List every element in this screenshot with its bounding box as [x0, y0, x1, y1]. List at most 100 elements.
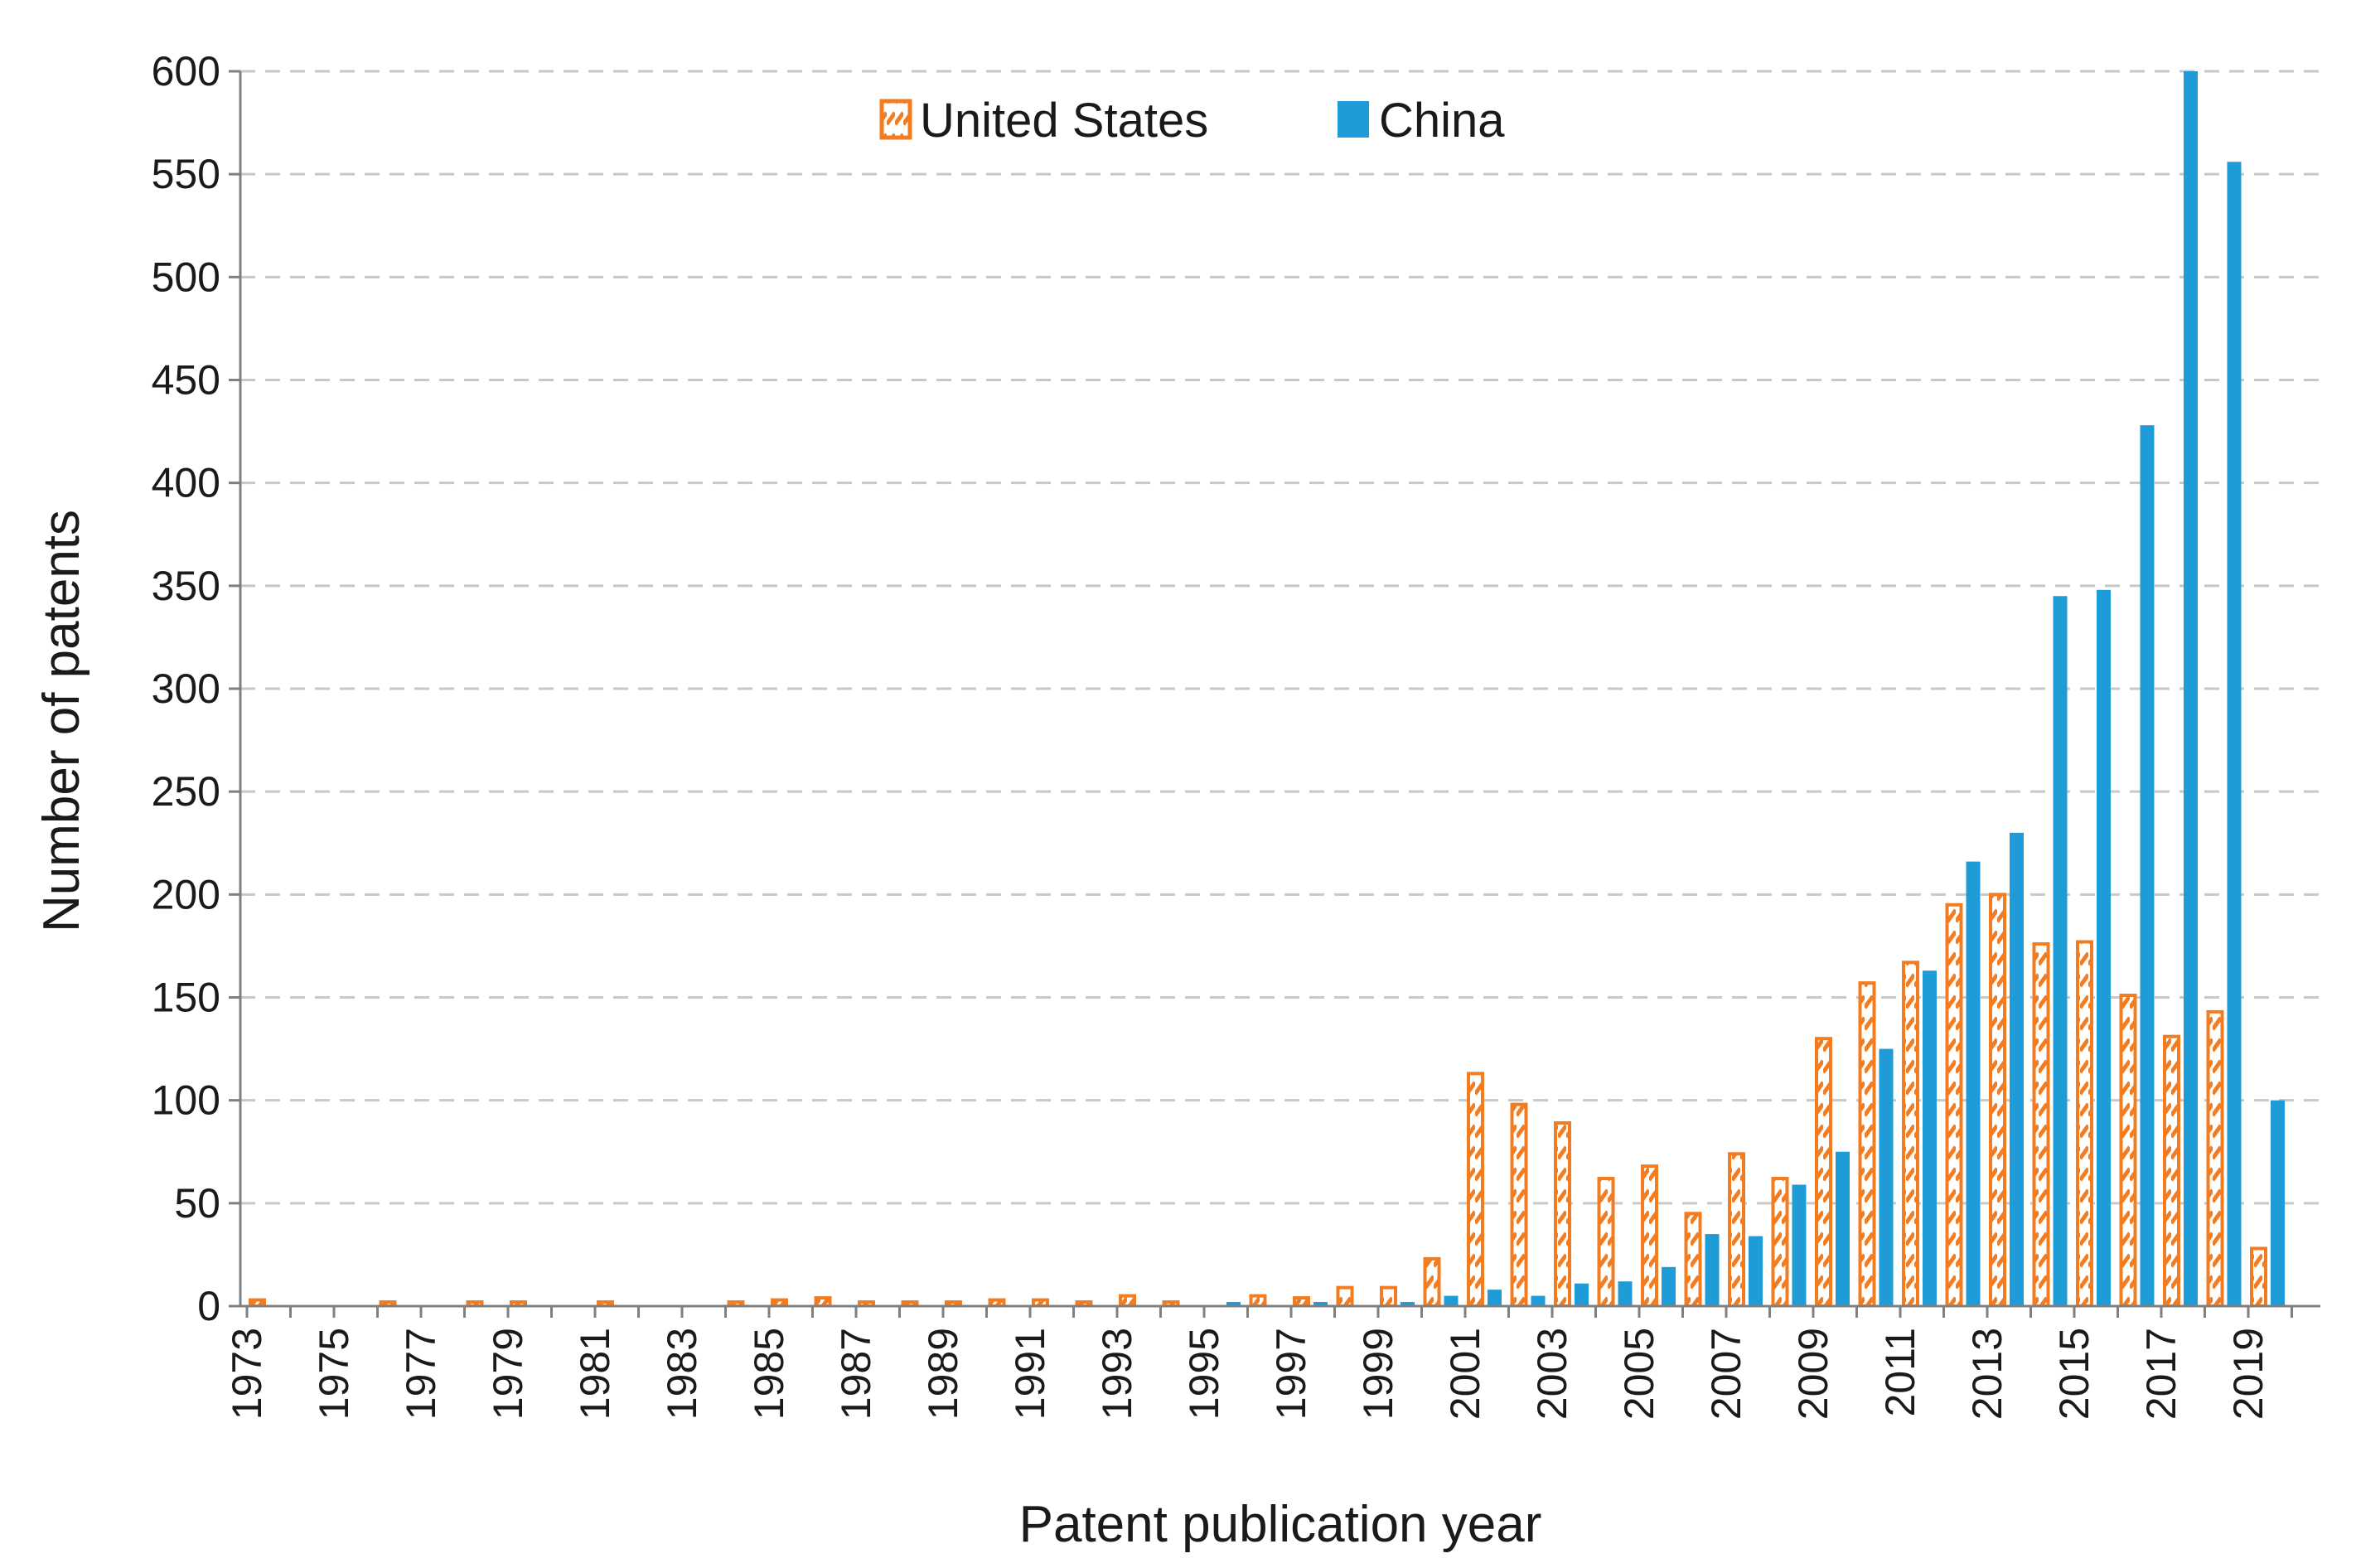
bar-united-states-1985 [771, 1298, 788, 1306]
bar-china-2002 [1531, 1295, 1546, 1306]
bar-united-states-2009 [1815, 1037, 1832, 1306]
y-tick-label: 600 [152, 48, 220, 94]
y-tick-label: 500 [152, 254, 220, 300]
bar-united-states-2000 [1423, 1256, 1441, 1306]
x-tick-label: 1977 [398, 1328, 444, 1420]
x-tick-label: 1975 [311, 1328, 357, 1420]
bar-china-2019 [2271, 1100, 2285, 1306]
bar-united-states-2001 [1467, 1072, 1484, 1306]
y-tick-label: 100 [152, 1077, 220, 1124]
bar-united-states-2015 [2076, 940, 2093, 1306]
legend-swatch-united-states [879, 99, 912, 140]
x-axis-title: Patent publication year [1019, 1496, 1542, 1553]
legend-label-china: China [1379, 94, 1505, 148]
gridlines [240, 70, 2320, 1205]
bar-china-2012 [1966, 861, 1981, 1306]
y-tick-label: 150 [152, 975, 220, 1021]
bar-united-states-2017 [2163, 1034, 2180, 1306]
bar-china-1997 [1313, 1302, 1328, 1306]
bar-united-states-1996 [1249, 1294, 1267, 1306]
bar-china-2014 [2053, 596, 2068, 1306]
x-tick-label: 1983 [659, 1328, 705, 1420]
x-tick-label: 1991 [1007, 1328, 1053, 1420]
x-tick-label: 2007 [1703, 1328, 1749, 1420]
x-tick-label: 1973 [224, 1328, 270, 1420]
y-tick-label: 200 [152, 871, 220, 917]
bar-united-states-2012 [1945, 903, 1963, 1306]
bar-united-states-2007 [1728, 1152, 1745, 1306]
x-tick-label: 1997 [1268, 1328, 1314, 1420]
bar-china-2016 [2140, 425, 2155, 1306]
bar-united-states-2019 [2250, 1246, 2267, 1306]
legend-swatch-china [1338, 101, 1369, 138]
bar-united-states-2013 [1989, 893, 2006, 1306]
x-tick-label: 2009 [1790, 1328, 1836, 1420]
y-tick-label: 350 [152, 563, 220, 609]
bar-china-2007 [1749, 1236, 1763, 1306]
y-tick-label: 400 [152, 460, 220, 506]
x-tick-label: 1985 [746, 1328, 792, 1420]
bar-united-states-1991 [1032, 1298, 1049, 1306]
bar-china-2005 [1662, 1266, 1676, 1306]
bar-china-2017 [2184, 71, 2198, 1306]
x-tick-label: 1979 [485, 1328, 531, 1420]
bar-united-states-1998 [1336, 1285, 1354, 1306]
bar-united-states-2006 [1684, 1212, 1702, 1306]
bar-united-states-2018 [2206, 1009, 2224, 1306]
bar-china-2011 [1923, 970, 1937, 1306]
x-tick-label: 1993 [1094, 1328, 1140, 1420]
x-tick-label: 2001 [1442, 1328, 1488, 1420]
y-axis-title: Number of patents [33, 510, 90, 932]
bar-china-2013 [2010, 832, 2024, 1306]
bar-united-states-1993 [1119, 1294, 1136, 1306]
x-tick-label: 2019 [2225, 1328, 2271, 1420]
bar-china-2015 [2097, 589, 2111, 1306]
x-tick-label: 1995 [1181, 1328, 1227, 1420]
bar-united-states-1990 [988, 1298, 1006, 1306]
y-tick-label: 550 [152, 151, 220, 197]
bar-united-states-1973 [249, 1298, 266, 1306]
bar-united-states-2016 [2119, 994, 2137, 1306]
y-tick-label: 0 [197, 1283, 220, 1329]
bar-united-states-2003 [1554, 1120, 1571, 1306]
y-tick-label: 250 [152, 768, 220, 815]
bar-united-states-2005 [1641, 1164, 1658, 1306]
bar-china-2010 [1879, 1048, 1894, 1306]
bar-china-2009 [1836, 1151, 1850, 1306]
x-tick-label: 2011 [1877, 1328, 1923, 1417]
x-tick-label: 1981 [572, 1328, 618, 1420]
x-tick-label: 2017 [2138, 1328, 2184, 1420]
y-tick-label: 300 [152, 665, 220, 712]
bar-china-2008 [1792, 1184, 1807, 1306]
x-tick-label: 2003 [1529, 1328, 1575, 1420]
y-axis-ticks: 0 50 100 150 200 250 300 350 400 450 500 550 600 [152, 48, 240, 1329]
legend-label-united-states: United States [920, 94, 1208, 148]
bar-china-1999 [1401, 1302, 1415, 1306]
x-tick-label: 2005 [1616, 1328, 1662, 1420]
legend: United States China [879, 94, 1505, 148]
bar-china-2001 [1488, 1290, 1502, 1306]
bar-china-2018 [2227, 162, 2242, 1306]
x-axis-ticks: 1973 1975 1977 1979 1981 1983 1985 1987 1989 1991… [224, 1306, 2293, 1420]
bar-china-2003 [1575, 1283, 1589, 1306]
x-tick-label: 1999 [1355, 1328, 1401, 1420]
bar-united-states-2008 [1771, 1177, 1789, 1306]
bar-united-states-2004 [1597, 1177, 1615, 1306]
x-tick-label: 1987 [833, 1328, 879, 1420]
x-tick-label: 1989 [920, 1328, 966, 1420]
bar-china-2004 [1618, 1281, 1633, 1306]
y-tick-label: 50 [174, 1180, 220, 1227]
bar-united-states-1999 [1380, 1285, 1397, 1306]
bar-china-2000 [1444, 1295, 1459, 1306]
bar-united-states-2010 [1858, 981, 1876, 1306]
bar-china-1995 [1226, 1302, 1241, 1306]
bar-united-states-2011 [1902, 961, 1919, 1306]
bar-united-states-2002 [1510, 1102, 1528, 1306]
bar-china-2006 [1705, 1234, 1720, 1306]
bars-group [249, 71, 2285, 1306]
x-tick-label: 2013 [1964, 1328, 2010, 1420]
bar-united-states-2014 [2032, 941, 2050, 1306]
y-tick-label: 450 [152, 357, 220, 404]
x-tick-label: 2015 [2051, 1328, 2097, 1420]
